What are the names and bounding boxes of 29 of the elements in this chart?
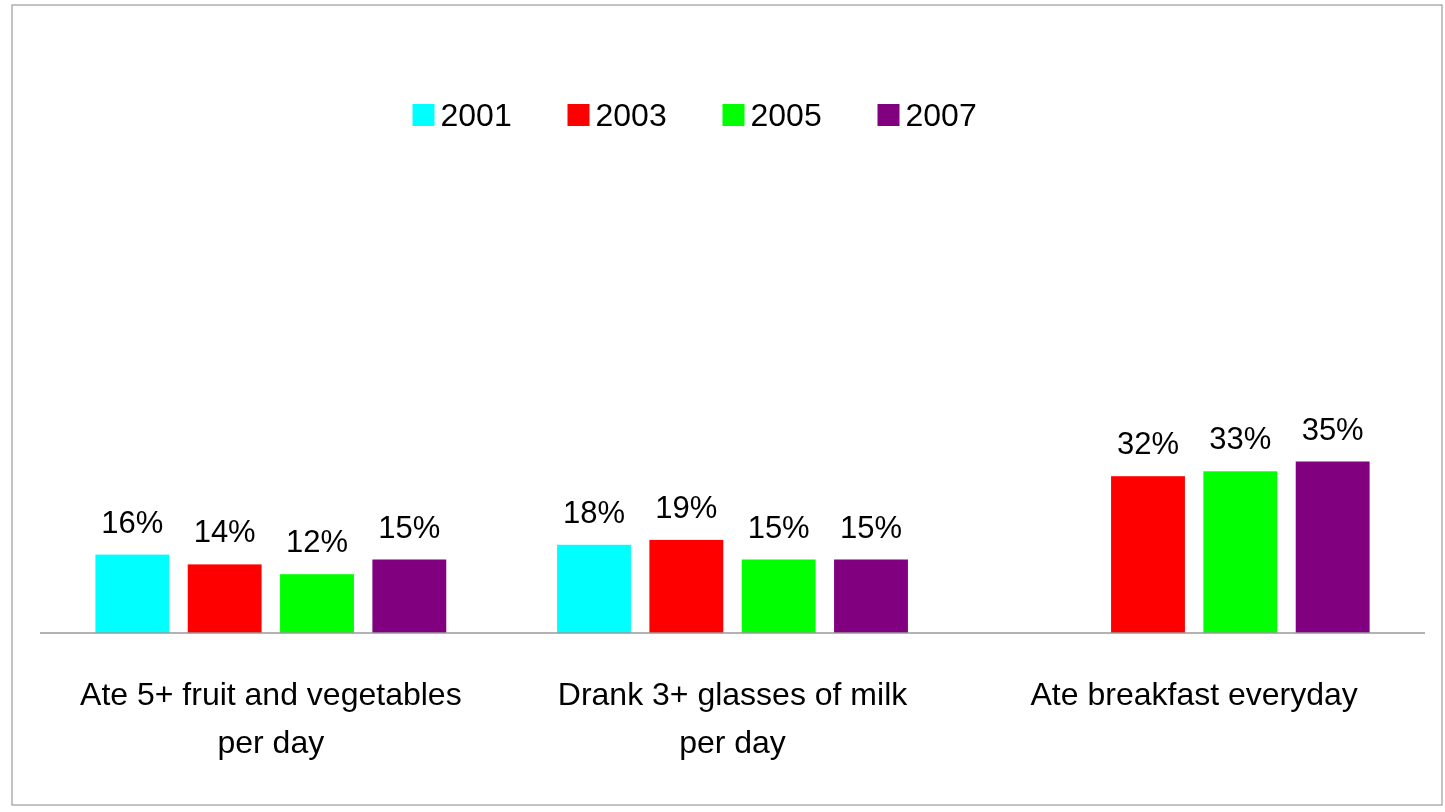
data-label: 15% xyxy=(839,509,903,545)
bar xyxy=(280,574,354,633)
data-label: 19% xyxy=(655,489,718,525)
bar xyxy=(1295,461,1370,633)
bar xyxy=(1111,476,1185,633)
bar xyxy=(187,564,262,633)
data-label: 33% xyxy=(1209,421,1272,457)
x-tick-label: Drank 3+ glasses of milk per day xyxy=(557,676,909,760)
bar xyxy=(649,539,724,633)
data-label: 18% xyxy=(562,494,626,530)
data-label: 16% xyxy=(101,504,164,540)
x-tick-label: Ate 5+ fruit and vegetables per day xyxy=(80,676,462,760)
legend-label: 2007 xyxy=(905,97,977,133)
data-label: 35% xyxy=(1301,411,1364,447)
legend-label: 2003 xyxy=(595,97,667,133)
legend-label: 2005 xyxy=(750,97,822,133)
data-label: 32% xyxy=(1116,426,1180,462)
bar xyxy=(95,554,170,633)
data-label: 14% xyxy=(193,514,256,550)
bar xyxy=(557,544,631,633)
data-label: 12% xyxy=(285,524,349,560)
bar xyxy=(834,559,908,633)
bar xyxy=(1203,471,1278,633)
data-label: 15% xyxy=(378,509,441,545)
bar xyxy=(741,559,816,633)
data-label: 15% xyxy=(747,509,810,545)
x-tick-label: Ate breakfast everyday xyxy=(1030,676,1358,712)
legend-label: 2001 xyxy=(440,97,512,133)
bar xyxy=(372,559,447,633)
